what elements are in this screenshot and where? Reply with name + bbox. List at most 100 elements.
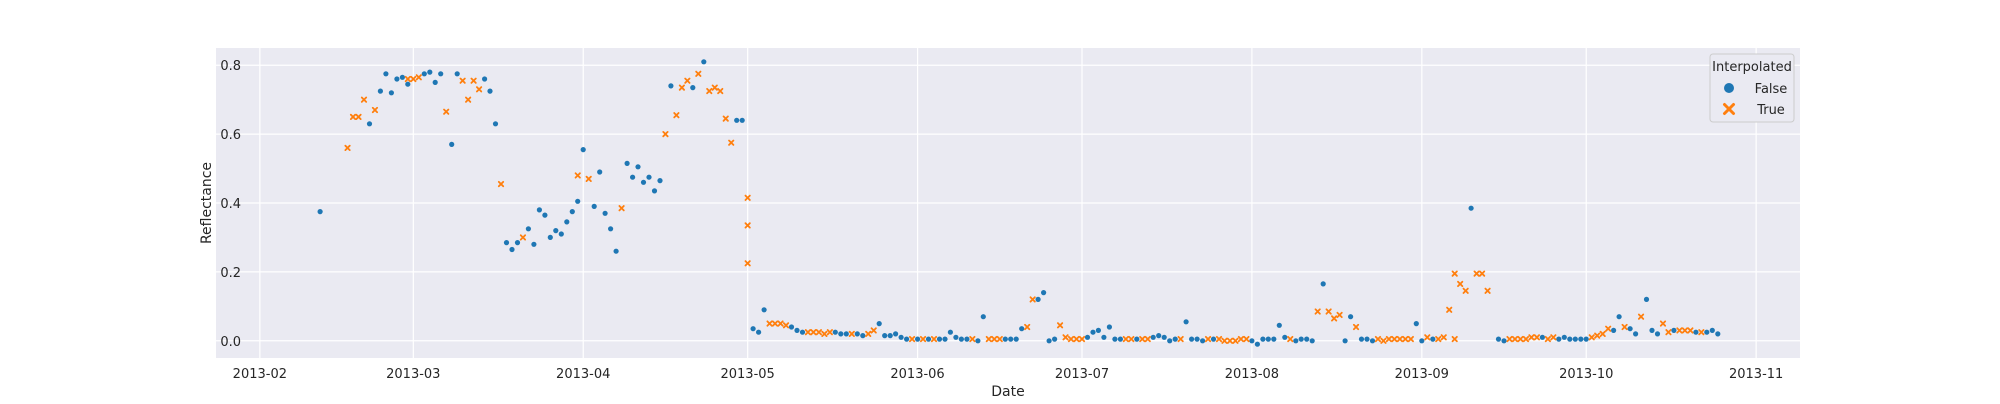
data-point-false (904, 336, 910, 342)
data-point-true (1139, 335, 1146, 343)
data-point-false (1413, 321, 1419, 327)
data-point-false (1364, 336, 1370, 342)
data-point-true (985, 335, 992, 343)
data-point-false (432, 79, 438, 85)
data-point-true (1594, 332, 1601, 339)
data-point-false (383, 71, 389, 77)
data-point-true (1446, 306, 1453, 313)
data-points (317, 59, 1721, 347)
data-point-false (1167, 338, 1173, 344)
data-point-false (1183, 319, 1189, 325)
data-point-true (1676, 327, 1683, 334)
data-point-false (1041, 290, 1047, 296)
data-point-false (487, 88, 493, 94)
data-point-true (1522, 335, 1530, 343)
data-point-true (810, 329, 817, 336)
data-point-true (1681, 327, 1688, 334)
data-point-false (925, 336, 932, 342)
data-point-false (936, 336, 943, 342)
data-point-false (602, 210, 608, 216)
data-point-false (399, 74, 405, 80)
data-point-false (597, 169, 603, 175)
data-point-true (1550, 334, 1557, 341)
data-point-true (1243, 335, 1250, 343)
data-point-true (711, 84, 718, 91)
data-point-false (317, 209, 323, 215)
data-point-false (1189, 336, 1195, 342)
data-point-true (771, 320, 779, 327)
data-point-true (465, 96, 472, 103)
data-point-false (756, 329, 762, 335)
data-point-false (613, 248, 619, 254)
data-point-true (1511, 335, 1519, 343)
data-point-true (1380, 337, 1387, 344)
data-point-false (1304, 336, 1310, 342)
data-point-true (475, 86, 483, 93)
data-point-true (1128, 335, 1135, 343)
data-point-true (1533, 334, 1541, 341)
data-point-true (1484, 287, 1491, 294)
data-point-true (1067, 335, 1075, 343)
x-tick-label: 2013-10 (1559, 367, 1613, 382)
data-point-false (980, 314, 986, 320)
data-point-true (1517, 335, 1524, 343)
data-point-true (1698, 329, 1705, 336)
data-point-true (1237, 335, 1245, 343)
data-point-false (1693, 329, 1699, 335)
data-point-false (1271, 336, 1277, 342)
x-tick-label: 2013-08 (1225, 367, 1279, 382)
data-point-false (1265, 336, 1271, 342)
data-point-true (1073, 335, 1080, 343)
legend: Interpolated False True (1709, 53, 1795, 123)
data-point-true (706, 87, 713, 95)
y-tick-label: 0.8 (220, 59, 241, 74)
data-point-true (1637, 313, 1645, 320)
data-point-true (1122, 335, 1129, 343)
legend-title: Interpolated (1712, 60, 1792, 75)
data-point-false (438, 71, 444, 77)
data-point-false (1106, 324, 1112, 330)
data-point-false (1539, 334, 1545, 340)
data-point-false (482, 76, 488, 82)
data-point-false (1654, 331, 1661, 337)
x-tick-label: 2013-06 (890, 367, 944, 382)
data-point-false (915, 336, 921, 342)
data-point-true (1473, 270, 1480, 277)
data-point-false (1172, 336, 1178, 342)
data-point-false (553, 228, 559, 234)
data-point-true (695, 70, 702, 77)
data-point-false (854, 331, 860, 337)
data-point-false (449, 141, 455, 147)
legend-label-true: True (1756, 103, 1785, 118)
data-point-false (668, 83, 674, 89)
data-point-true (344, 144, 351, 151)
data-point-true (1221, 337, 1228, 344)
data-point-false (947, 329, 954, 335)
data-point-false (953, 334, 959, 340)
data-point-true (1374, 335, 1382, 343)
data-point-false (646, 174, 652, 180)
data-point-true (1385, 335, 1393, 343)
data-point-false (1430, 336, 1436, 342)
data-point-true (1659, 320, 1667, 327)
data-point-true (1024, 323, 1031, 331)
data-point-false (887, 333, 893, 339)
data-point-false (608, 226, 614, 232)
data-point-true (865, 330, 872, 337)
data-point-false (701, 59, 707, 65)
data-point-false (394, 76, 400, 82)
data-point-false (958, 336, 965, 342)
data-point-false (1649, 327, 1655, 333)
data-point-false (1046, 338, 1052, 344)
data-point-true (349, 113, 357, 120)
data-point-false (1358, 336, 1365, 342)
data-point-false (1643, 296, 1650, 302)
y-tick-label: 0.6 (220, 128, 241, 143)
y-axis-ticks: 0.0 0.2 0.4 0.6 0.8 (220, 59, 241, 350)
data-point-false (421, 71, 427, 77)
data-point-true (1451, 335, 1458, 343)
data-point-false (1567, 336, 1573, 342)
data-point-false (1495, 336, 1502, 342)
